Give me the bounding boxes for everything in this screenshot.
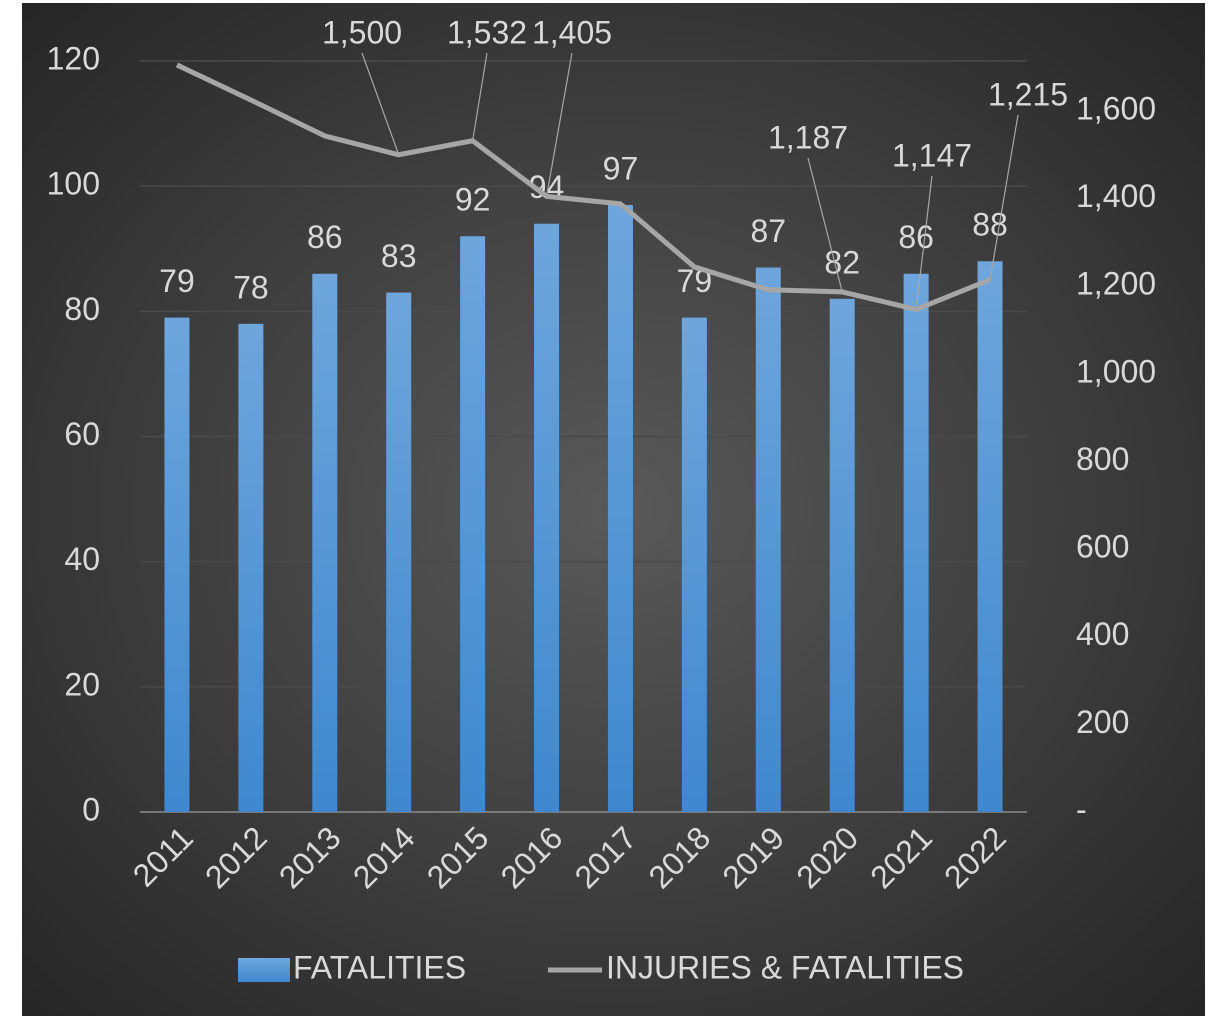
bar xyxy=(460,236,486,812)
bar xyxy=(681,317,707,812)
legend-swatch xyxy=(238,958,290,982)
leader-line xyxy=(915,175,933,310)
line-value-label: 1,187 xyxy=(768,119,848,155)
y2-tick-label: 600 xyxy=(1076,529,1129,565)
line-value-label: 1,215 xyxy=(988,76,1068,112)
bar-value-label: 86 xyxy=(898,219,934,255)
bar xyxy=(903,273,929,812)
y2-tick-label: 1,400 xyxy=(1076,178,1156,214)
bar-value-label: 82 xyxy=(824,244,860,280)
y-tick-label: 60 xyxy=(64,416,100,452)
bar-value-label: 78 xyxy=(233,269,269,305)
line-value-label: 1,500 xyxy=(322,14,402,50)
leader-line xyxy=(807,157,843,293)
bar xyxy=(534,223,560,812)
leader-line xyxy=(545,52,573,197)
y2-tick-label: - xyxy=(1076,791,1087,827)
y2-tick-label: 1,200 xyxy=(1076,266,1156,302)
bar-value-label: 79 xyxy=(159,263,195,299)
bar xyxy=(238,323,264,812)
y-tick-label: 0 xyxy=(82,791,100,827)
leader-line xyxy=(472,52,488,141)
line-value-label: 1,405 xyxy=(532,14,612,50)
bar-value-label: 83 xyxy=(381,238,417,274)
y-tick-label: 80 xyxy=(64,291,100,327)
bar xyxy=(607,204,633,813)
bar xyxy=(755,267,781,812)
leader-line xyxy=(361,52,400,155)
leader-line xyxy=(989,114,1019,280)
bar-value-label: 86 xyxy=(307,219,343,255)
y-tick-label: 20 xyxy=(64,666,100,702)
bar xyxy=(977,261,1003,812)
y-tick-label: 100 xyxy=(47,166,100,202)
line-value-label: 1,147 xyxy=(892,137,972,173)
y2-tick-label: 200 xyxy=(1076,704,1129,740)
bar-value-label: 88 xyxy=(972,207,1008,243)
y-tick-label: 120 xyxy=(47,40,100,76)
line-value-label: 1,532 xyxy=(447,14,527,50)
bar-value-label: 92 xyxy=(455,182,491,218)
y2-tick-label: 400 xyxy=(1076,616,1129,652)
bar xyxy=(312,273,338,812)
line xyxy=(175,62,991,312)
bar xyxy=(829,298,855,813)
bar-value-label: 97 xyxy=(603,150,639,186)
y2-tick-label: 800 xyxy=(1076,441,1129,477)
y2-tick-label: 1,000 xyxy=(1076,353,1156,389)
legend-label: FATALITIES xyxy=(293,949,466,985)
y2-tick-label: 1,600 xyxy=(1076,90,1156,126)
y-tick-label: 40 xyxy=(64,541,100,577)
bar-value-label: 87 xyxy=(750,213,786,249)
legend-label: INJURIES & FATALITIES xyxy=(606,949,964,985)
bar xyxy=(386,292,412,812)
bar xyxy=(164,317,190,812)
